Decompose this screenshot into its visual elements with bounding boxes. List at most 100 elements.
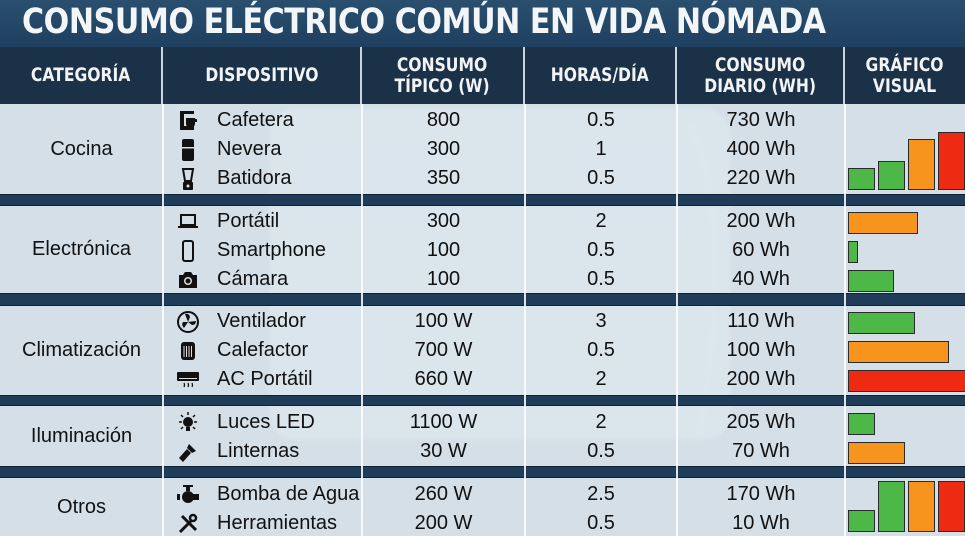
category-group-electrónica: Electrónica bbox=[0, 206, 965, 293]
group-divider bbox=[0, 395, 965, 406]
hours-per-day: 2 bbox=[595, 210, 607, 232]
table-row: Portátil 300 2 200 Wh bbox=[163, 207, 845, 236]
visual-chart bbox=[847, 206, 965, 293]
header-consumo-tipico: CONSUMO TÍPICO (W) bbox=[362, 47, 525, 104]
bar-red bbox=[938, 481, 965, 532]
daily-consumption: 400 Wh bbox=[726, 138, 796, 160]
daily-consumption: 40 Wh bbox=[732, 268, 790, 290]
table-row: AC Portátil 660 W 2 200 Wh bbox=[163, 365, 845, 394]
header-label: CONSUMO DIARIO (WH) bbox=[704, 53, 816, 97]
category-label: Cocina bbox=[50, 137, 113, 160]
device-name: Batidora bbox=[217, 167, 292, 189]
hours-per-day: 3 bbox=[595, 310, 607, 332]
typical-watts: 260 W bbox=[414, 483, 473, 505]
page-title: CONSUMO ELÉCTRICO COMÚN EN VIDA NÓMADA bbox=[22, 2, 826, 42]
bar-orange bbox=[848, 442, 905, 464]
daily-consumption: 60 Wh bbox=[732, 239, 790, 261]
table-header: CATEGORÍA DISPOSITIVO CONSUMO TÍPICO (W)… bbox=[0, 47, 965, 104]
daily-consumption: 200 Wh bbox=[726, 210, 796, 232]
column-divider bbox=[162, 104, 164, 536]
device-name: Nevera bbox=[217, 138, 282, 160]
typical-watts: 100 W bbox=[414, 310, 473, 332]
typical-watts: 100 bbox=[426, 268, 461, 290]
hours-per-day: 2 bbox=[595, 368, 607, 390]
typical-watts: 800 bbox=[426, 109, 461, 131]
bar-green bbox=[848, 168, 875, 190]
typical-watts: 300 bbox=[426, 138, 461, 160]
category-label: Otros bbox=[57, 495, 106, 518]
header-label: DISPOSITIVO bbox=[204, 64, 319, 86]
bar-orange bbox=[848, 212, 918, 234]
bar-green bbox=[848, 413, 875, 435]
camera-icon bbox=[173, 268, 203, 292]
visual-chart bbox=[847, 306, 965, 395]
category-group-iluminación: Iluminación bbox=[0, 406, 965, 466]
column-divider bbox=[844, 104, 846, 536]
category-group-climatización: Climatización bbox=[0, 306, 965, 395]
table-row: Luces LED 1100 W 2 205 Wh bbox=[163, 408, 845, 437]
typical-watts: 700 W bbox=[414, 339, 473, 361]
typical-watts: 100 bbox=[426, 239, 461, 261]
header-label: CONSUMO TÍPICO (W) bbox=[394, 53, 491, 97]
header-grafico-visual: GRÁFICO VISUAL bbox=[845, 47, 965, 104]
bar-green bbox=[878, 161, 905, 190]
daily-consumption: 170 Wh bbox=[726, 483, 796, 505]
device-name: Ventilador bbox=[217, 310, 306, 332]
header-horas-dia: HORAS/DÍA bbox=[525, 47, 677, 104]
hours-per-day: 0.5 bbox=[587, 109, 615, 131]
table-row: Cámara 100 0.5 40 Wh bbox=[163, 265, 845, 294]
category-label: Iluminación bbox=[30, 424, 133, 447]
bar-green bbox=[848, 241, 858, 263]
column-divider bbox=[361, 104, 363, 536]
group-divider bbox=[0, 293, 965, 306]
daily-consumption: 70 Wh bbox=[732, 440, 790, 462]
typical-watts: 200 W bbox=[414, 512, 473, 534]
table-row: Linternas 30 W 0.5 70 Wh bbox=[163, 437, 845, 466]
category-group-otros: Otros bbox=[0, 478, 965, 536]
hours-per-day: 0.5 bbox=[587, 512, 615, 534]
smartphone-icon bbox=[173, 239, 203, 263]
visual-chart bbox=[847, 406, 965, 466]
fan-icon bbox=[173, 310, 203, 334]
typical-watts: 660 W bbox=[414, 368, 473, 390]
category-label: Climatización bbox=[22, 339, 141, 361]
header-categoria: CATEGORÍA bbox=[0, 47, 163, 104]
category-group-cocina: Cocina bbox=[0, 104, 965, 194]
hours-per-day: 0.5 bbox=[587, 239, 615, 261]
device-name: Cámara bbox=[217, 268, 289, 290]
blender-icon bbox=[173, 167, 203, 191]
header-label: HORAS/DÍA bbox=[550, 64, 650, 86]
bar-green bbox=[878, 481, 905, 532]
table-row: Smartphone 100 0.5 60 Wh bbox=[163, 236, 845, 265]
typical-watts: 300 bbox=[426, 210, 461, 232]
device-name: Herramientas bbox=[217, 512, 338, 534]
light-bulb-icon bbox=[173, 411, 203, 435]
hours-per-day: 0.5 bbox=[587, 268, 615, 290]
daily-consumption: 10 Wh bbox=[732, 512, 790, 534]
group-divider bbox=[0, 466, 965, 478]
device-name: Cafetera bbox=[217, 109, 294, 131]
title-bar: CONSUMO ELÉCTRICO COMÚN EN VIDA NÓMADA bbox=[0, 0, 965, 47]
visual-chart bbox=[847, 478, 965, 536]
column-divider bbox=[524, 104, 526, 536]
header-label: GRÁFICO VISUAL bbox=[866, 53, 944, 97]
table-row: Bomba de Agua 260 W 2.5 170 Wh bbox=[163, 480, 845, 509]
visual-chart bbox=[847, 104, 965, 194]
air-conditioner-icon bbox=[173, 368, 203, 392]
hours-per-day: 2.5 bbox=[587, 483, 615, 505]
header-consumo-diario: CONSUMO DIARIO (WH) bbox=[677, 47, 845, 104]
table-row: Batidora 350 0.5 220 Wh bbox=[163, 164, 845, 193]
fridge-icon bbox=[173, 138, 203, 162]
flashlight-icon bbox=[173, 440, 203, 464]
table-row: Nevera 300 1 400 Wh bbox=[163, 135, 845, 164]
device-name: Smartphone bbox=[217, 239, 326, 261]
data-table: Cocina Cafetera 800 0.5 730 Wh Nevera 300 1 400 … bbox=[0, 104, 965, 536]
device-name: AC Portátil bbox=[217, 368, 313, 390]
water-pump-icon bbox=[173, 483, 203, 507]
device-name: Portátil bbox=[217, 210, 280, 232]
bar-red bbox=[938, 132, 965, 190]
category-label: Electrónica bbox=[32, 238, 131, 260]
daily-consumption: 730 Wh bbox=[726, 109, 796, 131]
table-row: Herramientas 200 W 0.5 10 Wh bbox=[163, 509, 845, 536]
daily-consumption: 200 Wh bbox=[726, 368, 796, 390]
